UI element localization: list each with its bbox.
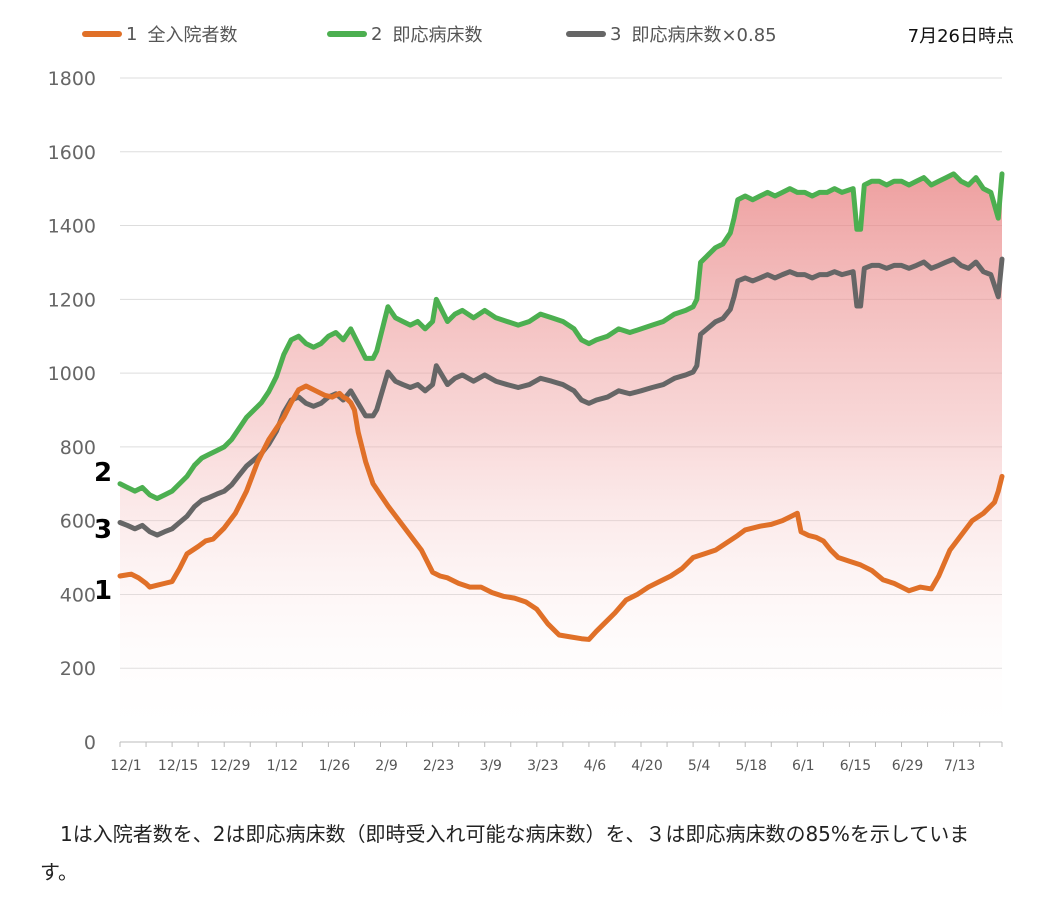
legend-swatch-1	[82, 31, 122, 37]
series-tag-1: 1	[94, 576, 113, 606]
legend-label-2: 即応病床数	[392, 25, 483, 46]
legend-number-3: 3	[610, 23, 622, 45]
x-tick-label-5/4: 5/4	[688, 758, 711, 774]
x-tick-label-2/23: 2/23	[423, 758, 454, 774]
as-of-date: 7月26日時点	[907, 26, 1014, 47]
legend-item-3: 3 即応病床数×0.85	[566, 22, 777, 46]
x-tick-label-12/29: 12/29	[210, 758, 250, 774]
series-lines	[117, 171, 1005, 642]
y-tick-label-600: 600	[60, 511, 96, 533]
y-tick-label-0: 0	[84, 732, 96, 754]
area-fill-under-series-2	[120, 173, 1002, 742]
x-tick-label-2/9: 2/9	[375, 758, 398, 774]
y-tick-label-200: 200	[60, 658, 96, 680]
x-tick-label-3/23: 3/23	[527, 758, 558, 774]
x-tick-label-4/20: 4/20	[631, 758, 662, 774]
x-tick-label-3/9: 3/9	[479, 758, 502, 774]
y-tick-label-800: 800	[60, 437, 96, 459]
y-tick-label-1400: 1400	[48, 216, 96, 238]
legend-label-3: 即応病床数×0.85	[631, 25, 777, 46]
legend-item-1: 1 全入院者数	[82, 22, 237, 46]
x-axis	[119, 741, 1003, 747]
x-tick-label-6/29: 6/29	[892, 758, 923, 774]
legend-swatch-3	[566, 31, 606, 37]
y-tick-label-1200: 1200	[48, 289, 96, 311]
x-tick-label-5/18: 5/18	[735, 758, 766, 774]
series-line-1	[117, 383, 1005, 642]
y-tick-label-1800: 1800	[48, 68, 96, 90]
legend-swatch-2	[327, 31, 367, 37]
legend-number-2: 2	[371, 23, 383, 45]
area-fill	[120, 173, 1002, 742]
series-tag-3: 3	[94, 515, 113, 545]
y-tick-label-1600: 1600	[48, 142, 96, 164]
legend-item-2: 2 即応病床数	[327, 22, 482, 46]
legend-label-1: 全入院者数	[147, 25, 238, 46]
y-tick-label-1000: 1000	[48, 363, 96, 385]
x-tick-label-12/1: 12/1	[110, 758, 141, 774]
x-tick-label-7/13: 7/13	[944, 758, 975, 774]
legend-number-1: 1	[126, 23, 138, 45]
x-axis-tick-labels: 12/1 12/15 12/29 1/12 1/26 2/9 2/23 3/9 3/23 4/6 4…	[110, 758, 975, 774]
x-tick-label-4/6: 4/6	[584, 758, 607, 774]
series-line-2	[117, 171, 1005, 502]
caption-text: 1は入院者数を、2は即応病床数（即時受入れ可能な病床数）を、３は即応病床数の85…	[40, 822, 970, 884]
y-tick-label-400: 400	[60, 584, 96, 606]
x-tick-label-6/15: 6/15	[840, 758, 871, 774]
x-tick-label-12/15: 12/15	[158, 758, 198, 774]
y-axis-tick-labels: 0 200 400 600 800 1000 1200 1400 1600 1800	[48, 68, 96, 754]
x-tick-label-1/26: 1/26	[319, 758, 351, 774]
series-tag-2: 2	[94, 458, 113, 488]
x-tick-label-6/1: 6/1	[792, 758, 815, 774]
x-tick-label-1/12: 1/12	[267, 758, 298, 774]
